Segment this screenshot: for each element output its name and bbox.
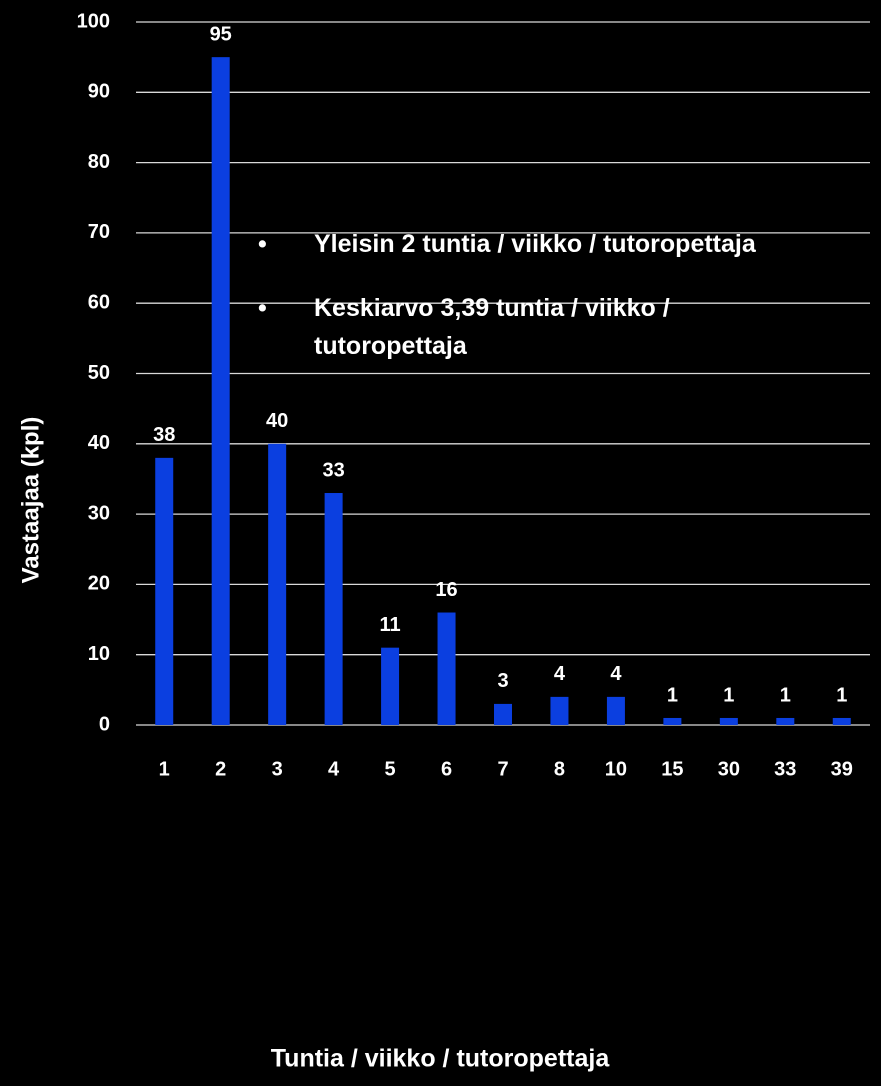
x-tick-label: 1 [159,758,170,780]
annotation: Yleisin 2 tuntia / viikko / tutoropettaj… [258,225,778,263]
y-axis-label: Vastaajaa (kpl) [17,417,44,584]
y-tick-label: 90 [88,81,110,103]
x-tick-label: 4 [328,758,340,780]
x-axis-label: Tuntia / viikko / tutoropettaja [271,1045,611,1073]
y-tick-label: 20 [88,573,110,595]
x-tick-label: 39 [831,758,853,780]
value-label: 16 [435,579,457,601]
y-tick-label: 50 [88,362,110,384]
y-tick-label: 70 [88,221,110,243]
y-tick-label: 10 [88,643,110,665]
bar [211,57,230,725]
annotation: Keskiarvo 3,39 tuntia / viikko / tutorop… [258,289,778,365]
y-tick-label: 0 [99,713,110,735]
annotations: Yleisin 2 tuntia / viikko / tutoropettaj… [258,225,778,391]
bar [719,717,738,725]
value-label: 38 [153,424,175,446]
x-tick-label: 2 [215,758,226,780]
value-label: 95 [210,23,232,45]
bar [494,703,512,725]
value-label: 1 [780,684,791,706]
y-tick-label: 80 [88,151,110,173]
y-tick-label: 40 [88,432,110,454]
value-label: 40 [266,410,288,432]
bar [437,612,456,725]
y-tick-label: 30 [88,502,110,524]
x-tick-label: 8 [554,758,565,780]
bar [663,717,682,725]
y-tick-label: 60 [88,291,110,313]
value-label: 1 [667,684,678,706]
x-tick-label: 5 [385,758,396,780]
x-tick-label: 15 [661,758,683,780]
x-tick-label: 6 [441,758,452,780]
x-tick-label: 7 [497,758,508,780]
bar [606,696,625,725]
bar [155,457,174,725]
value-label: 1 [836,684,847,706]
bar [268,443,287,725]
bar [776,717,795,725]
x-tick-label: 30 [718,758,740,780]
bar [832,717,851,725]
value-label: 4 [610,663,622,685]
bar [550,696,569,725]
bar [381,647,400,725]
bar [324,493,343,725]
value-label: 33 [322,459,344,481]
value-label: 4 [554,663,566,685]
value-label: 11 [379,614,400,636]
x-tick-label: 3 [272,758,283,780]
y-tick-label: 100 [77,10,110,32]
x-tick-label: 33 [774,758,796,780]
value-label: 3 [497,670,508,692]
value-label: 1 [723,684,734,706]
x-tick-label: 10 [605,758,627,780]
